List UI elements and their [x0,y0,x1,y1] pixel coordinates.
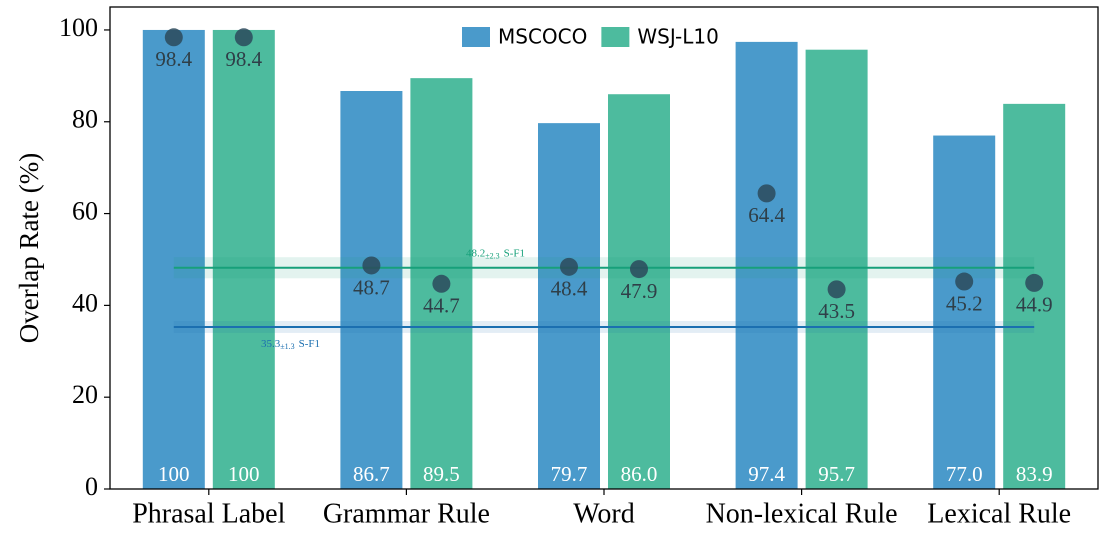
point-label: 45.2 [946,291,983,315]
y-tick-label: 60 [72,197,98,226]
x-tick-label: Non-lexical Rule [706,498,898,529]
reference-value: 48.2 [466,247,485,259]
bar-value-label: 95.7 [818,462,855,486]
y-tick-label: 20 [72,380,98,409]
y-tick-label: 100 [59,13,98,42]
point-label: 47.9 [621,279,658,303]
bar-value-label: 77.0 [946,462,983,486]
point [234,28,253,47]
point-label: 48.7 [353,275,390,299]
point [630,260,648,279]
point [432,274,451,293]
y-tick-label: 0 [85,472,98,501]
reference-annotation: 35.3±1.3 S-F1 [261,337,320,350]
bar [608,94,670,489]
bar [212,29,275,489]
legend-swatch [601,27,630,47]
y-tick-label: 80 [72,105,98,134]
y-tick-label: 40 [72,288,98,317]
point [362,256,381,275]
bar [805,49,868,489]
point-label: 98.4 [225,47,262,71]
x-tick-label: Word [573,498,635,529]
bar-value-label: 79.7 [551,462,588,486]
bar [1003,103,1066,490]
bar-value-label: 89.5 [423,462,460,486]
point-label: 98.4 [155,47,192,71]
x-tick-label: Grammar Rule [323,498,490,529]
bar-value-label: 86.0 [621,462,658,486]
legend-swatch [462,27,490,47]
point-label: 64.4 [748,203,785,227]
bar-value-label: 100 [228,462,260,486]
point [827,280,846,299]
bar [142,29,205,489]
point [955,272,974,291]
bar-value-label: 83.9 [1016,462,1053,486]
point-label: 48.4 [551,277,588,301]
x-tick-label: Phrasal Label [132,498,285,529]
point-label: 44.9 [1016,293,1053,317]
x-tick-label: Lexical Rule [927,498,1071,529]
reference-annotation: 48.2±2.3 S-F1 [466,247,525,260]
reference-label: S-F1 [504,247,525,259]
point-label: 43.5 [818,299,855,323]
point [1025,273,1044,292]
bar-value-label: 100 [158,462,190,486]
point [560,257,578,276]
bar [538,123,600,490]
legend-label: WSJ-L10 [637,25,718,49]
bar-value-label: 86.7 [353,462,390,486]
bar [933,135,996,490]
bar [340,91,403,490]
bar [735,41,798,489]
point [757,184,776,203]
legend-label: MSCOCO [498,25,587,49]
reference-value: 35.3 [261,337,281,349]
point-label: 44.7 [423,294,460,318]
bar-value-label: 97.4 [748,462,785,486]
point [164,28,183,47]
plot-frame [109,6,1099,490]
reference-error: ±2.3 [485,252,499,261]
y-axis-label: Overlap Rate (%) [14,153,44,343]
reference-error: ±1.3 [280,342,294,351]
reference-label: S-F1 [299,337,320,349]
